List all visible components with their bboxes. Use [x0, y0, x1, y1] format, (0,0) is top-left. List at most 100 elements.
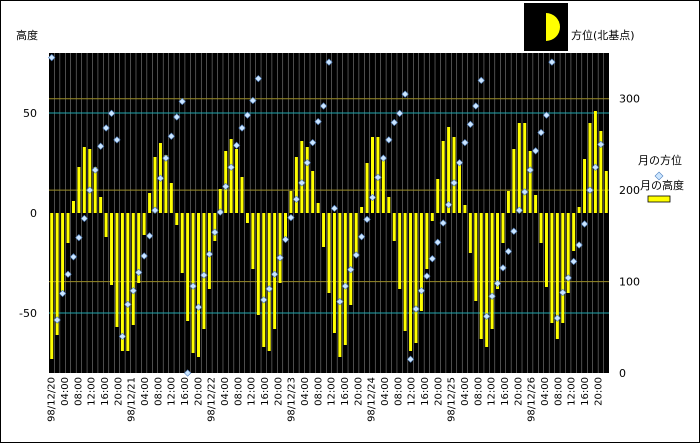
azimuth-point	[385, 136, 393, 144]
x-tick-label: 08:00	[553, 377, 564, 406]
azimuth-point	[559, 288, 567, 297]
azimuth-point	[406, 355, 415, 363]
altitude-bar	[213, 213, 217, 241]
x-tick-label: 16:00	[100, 377, 111, 406]
x-tick-label: 08:00	[233, 377, 244, 406]
left-tick-label: 50	[23, 107, 37, 120]
altitude-bar	[245, 213, 249, 223]
altitude-bar	[180, 213, 184, 273]
azimuth-point	[444, 201, 453, 209]
azimuth-point	[238, 124, 246, 132]
altitude-bar	[360, 207, 364, 213]
altitude-bar	[523, 123, 527, 213]
azimuth-point	[325, 58, 333, 66]
x-tick-label: 08:00	[313, 377, 324, 406]
altitude-bar	[457, 161, 461, 213]
altitude-bar	[572, 213, 576, 251]
altitude-bar	[284, 213, 287, 239]
altitude-bar	[218, 189, 222, 213]
azimuth-point	[396, 109, 404, 117]
azimuth-point	[243, 111, 252, 119]
altitude-bar	[305, 147, 309, 213]
horizontal-gridlines	[49, 98, 609, 314]
right-axis-ticks: 300 200 100 0	[619, 93, 640, 380]
azimuth-point	[515, 206, 523, 214]
altitude-bar	[403, 213, 407, 331]
x-tick-label: 04:00	[60, 377, 71, 406]
altitude-bar	[485, 213, 489, 347]
altitude-bar	[430, 213, 434, 221]
azimuth-point	[455, 159, 464, 167]
x-tick-label: 04:00	[460, 377, 471, 406]
x-tick-label: 12:00	[567, 377, 578, 406]
altitude-bar	[463, 205, 467, 213]
azimuth-point	[319, 102, 328, 110]
altitude-bar	[338, 213, 342, 357]
azimuth-point	[124, 300, 132, 309]
azimuth-point	[162, 154, 170, 162]
azimuth-point	[48, 53, 56, 62]
azimuth-point	[586, 186, 594, 194]
azimuth-point	[466, 120, 474, 128]
azimuth-point	[477, 76, 485, 85]
altitude-bar	[354, 213, 358, 255]
azimuth-point	[97, 142, 105, 150]
azimuth-point	[483, 312, 491, 320]
x-tick-label: 16:00	[500, 377, 511, 406]
azimuth-point	[417, 287, 426, 295]
altitude-bar	[447, 127, 451, 213]
azimuth-point	[140, 252, 148, 260]
x-tick-label: 98/12/20	[47, 377, 58, 422]
altitude-bar	[593, 111, 597, 213]
azimuth-point	[167, 132, 175, 140]
left-tick-label: 0	[30, 207, 37, 220]
x-tick-label: 20:00	[513, 377, 524, 406]
altitude-bar	[93, 167, 97, 213]
altitude-bar	[425, 213, 429, 269]
altitude-bar	[82, 147, 86, 213]
x-tick-label: 16:00	[260, 377, 271, 406]
altitude-bar	[365, 163, 369, 213]
azimuth-point	[265, 285, 273, 293]
azimuth-point	[303, 159, 311, 167]
altitude-bar	[164, 155, 168, 213]
altitude-bar	[186, 213, 190, 321]
x-tick-label: 12:00	[167, 377, 178, 406]
altitude-bar	[528, 151, 532, 213]
azimuth-point	[510, 227, 518, 235]
azimuth-point	[548, 58, 556, 66]
x-tick-label: 12:00	[327, 377, 338, 406]
x-tick-label: 20:00	[353, 377, 364, 406]
altitude-bar	[251, 213, 255, 269]
azimuth-point	[336, 298, 344, 306]
altitude-bar	[126, 213, 130, 351]
right-tick-label: 300	[619, 93, 640, 106]
altitude-bar	[88, 149, 92, 213]
altitude-bar	[441, 141, 445, 213]
x-tick-label: 04:00	[220, 377, 231, 406]
left-axis-title: 高度	[16, 29, 38, 42]
altitude-bar	[414, 213, 418, 343]
x-axis-ticks: 98/12/20 04:00 08:00 12:00 16:00 20:00 98/12/2…	[47, 377, 605, 422]
azimuth-point	[564, 274, 572, 282]
azimuth-point	[597, 140, 605, 149]
azimuth-point	[575, 241, 583, 249]
azimuth-point	[75, 234, 83, 242]
altitude-bar	[169, 183, 173, 213]
altitude-bar	[267, 213, 271, 351]
azimuth-point	[368, 193, 377, 202]
x-tick-label: 08:00	[473, 377, 484, 406]
altitude-bar	[387, 197, 391, 213]
x-tick-label: 16:00	[340, 377, 351, 406]
azimuth-point	[341, 282, 349, 290]
altitude-bar	[479, 213, 483, 339]
x-tick-label: 16:00	[180, 377, 191, 406]
altitude-bar	[561, 213, 565, 323]
azimuth-point	[363, 215, 371, 224]
altitude-bar	[137, 213, 141, 283]
altitude-bar	[50, 213, 54, 359]
x-tick-label: 98/12/21	[127, 377, 138, 422]
x-tick-label: 12:00	[407, 377, 418, 406]
altitude-bar	[294, 157, 298, 213]
